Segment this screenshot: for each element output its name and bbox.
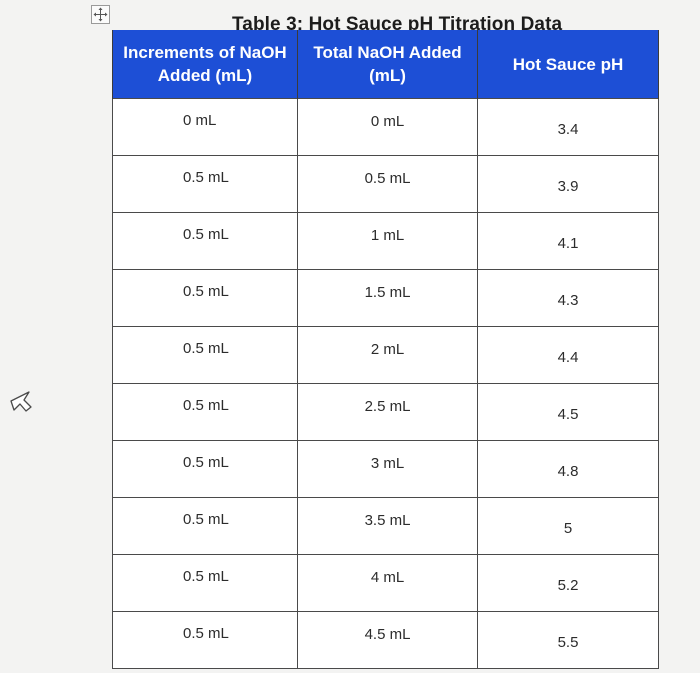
cell-ph[interactable]: 5 — [477, 497, 659, 555]
table-row: 0.5 mL 4.5 mL 5.5 — [112, 611, 659, 669]
table-row: 0.5 mL 0.5 mL 3.9 — [112, 155, 659, 213]
cell-increment[interactable]: 0.5 mL — [112, 383, 298, 441]
cell-total-naoh[interactable]: 2 mL — [297, 326, 478, 384]
cell-increment-value: 0.5 mL — [183, 568, 229, 585]
cell-total-naoh-value: 3 mL — [370, 455, 405, 472]
header-ph: Hot Sauce pH — [477, 30, 659, 99]
cell-ph-value: 5 — [563, 520, 573, 537]
cell-total-naoh[interactable]: 0.5 mL — [297, 155, 478, 213]
header-total-naoh: Total NaOH Added (mL) — [297, 30, 478, 99]
cell-ph[interactable]: 3.4 — [477, 98, 659, 156]
cell-increment[interactable]: 0 mL — [112, 98, 298, 156]
mouse-pointer-icon — [10, 391, 32, 412]
cell-increment[interactable]: 0.5 mL — [112, 326, 298, 384]
cell-ph-value: 4.3 — [557, 292, 579, 309]
cell-ph-value: 4.1 — [557, 235, 579, 252]
cell-total-naoh[interactable]: 1 mL — [297, 212, 478, 270]
table-row: 0.5 mL 3 mL 4.8 — [112, 440, 659, 498]
table-row: 0.5 mL 1.5 mL 4.3 — [112, 269, 659, 327]
table-row: 0.5 mL 1 mL 4.1 — [112, 212, 659, 270]
cell-ph[interactable]: 4.8 — [477, 440, 659, 498]
cell-increment-value: 0.5 mL — [183, 454, 229, 471]
cell-ph[interactable]: 5.5 — [477, 611, 659, 669]
cell-increment-value: 0.5 mL — [183, 511, 229, 528]
cell-increment-value: 0.5 mL — [183, 625, 229, 642]
cell-total-naoh[interactable]: 4 mL — [297, 554, 478, 612]
cell-total-naoh-value: 2.5 mL — [364, 398, 411, 415]
cell-total-naoh-value: 2 mL — [370, 341, 405, 358]
cell-ph-value: 5.5 — [557, 634, 579, 651]
cell-total-naoh-value: 1 mL — [370, 227, 405, 244]
titration-table[interactable]: Increments of NaOH Added (mL) Total NaOH… — [112, 30, 659, 669]
cell-ph[interactable]: 4.4 — [477, 326, 659, 384]
cell-total-naoh-value: 3.5 mL — [364, 512, 411, 529]
cell-ph-value: 3.4 — [557, 121, 579, 138]
cell-increment[interactable]: 0.5 mL — [112, 497, 298, 555]
cell-increment-value: 0.5 mL — [183, 340, 229, 357]
cell-ph-value: 4.8 — [557, 463, 579, 480]
cell-ph-value: 5.2 — [557, 577, 579, 594]
table-move-handle[interactable] — [91, 5, 110, 24]
cell-ph-value: 4.5 — [557, 406, 579, 423]
table-header-row: Increments of NaOH Added (mL) Total NaOH… — [112, 30, 659, 99]
table-row: 0.5 mL 4 mL 5.2 — [112, 554, 659, 612]
cell-ph-value: 3.9 — [557, 178, 579, 195]
cell-ph[interactable]: 4.1 — [477, 212, 659, 270]
table-row: 0.5 mL 2.5 mL 4.5 — [112, 383, 659, 441]
cell-ph-value: 4.4 — [557, 349, 579, 366]
table-row: 0.5 mL 2 mL 4.4 — [112, 326, 659, 384]
cell-total-naoh-value: 4.5 mL — [364, 626, 411, 643]
header-increments: Increments of NaOH Added (mL) — [112, 30, 298, 99]
cell-total-naoh-value: 4 mL — [370, 569, 405, 586]
cell-ph[interactable]: 4.3 — [477, 269, 659, 327]
cell-total-naoh[interactable]: 3 mL — [297, 440, 478, 498]
cell-increment[interactable]: 0.5 mL — [112, 155, 298, 213]
cell-increment-value: 0.5 mL — [183, 226, 229, 243]
cell-increment-value: 0.5 mL — [183, 169, 229, 186]
cell-total-naoh-value: 0 mL — [370, 113, 405, 130]
cell-ph[interactable]: 5.2 — [477, 554, 659, 612]
cell-increment[interactable]: 0.5 mL — [112, 269, 298, 327]
cell-increment-value: 0 mL — [183, 112, 217, 129]
cell-increment[interactable]: 0.5 mL — [112, 554, 298, 612]
cell-total-naoh[interactable]: 3.5 mL — [297, 497, 478, 555]
cell-total-naoh[interactable]: 2.5 mL — [297, 383, 478, 441]
cell-ph[interactable]: 4.5 — [477, 383, 659, 441]
cell-total-naoh[interactable]: 1.5 mL — [297, 269, 478, 327]
cell-ph[interactable]: 3.9 — [477, 155, 659, 213]
table-row: 0.5 mL 3.5 mL 5 — [112, 497, 659, 555]
cell-increment-value: 0.5 mL — [183, 283, 229, 300]
cell-increment[interactable]: 0.5 mL — [112, 440, 298, 498]
cell-total-naoh[interactable]: 4.5 mL — [297, 611, 478, 669]
cell-increment[interactable]: 0.5 mL — [112, 611, 298, 669]
table-title: Table 3: Hot Sauce pH Titration Data — [232, 14, 563, 35]
cell-increment[interactable]: 0.5 mL — [112, 212, 298, 270]
cell-increment-value: 0.5 mL — [183, 397, 229, 414]
table-row: 0 mL 0 mL 3.4 — [112, 98, 659, 156]
move-arrows-icon — [93, 7, 108, 22]
cell-total-naoh-value: 1.5 mL — [364, 284, 411, 301]
cell-total-naoh[interactable]: 0 mL — [297, 98, 478, 156]
cell-total-naoh-value: 0.5 mL — [364, 170, 411, 187]
